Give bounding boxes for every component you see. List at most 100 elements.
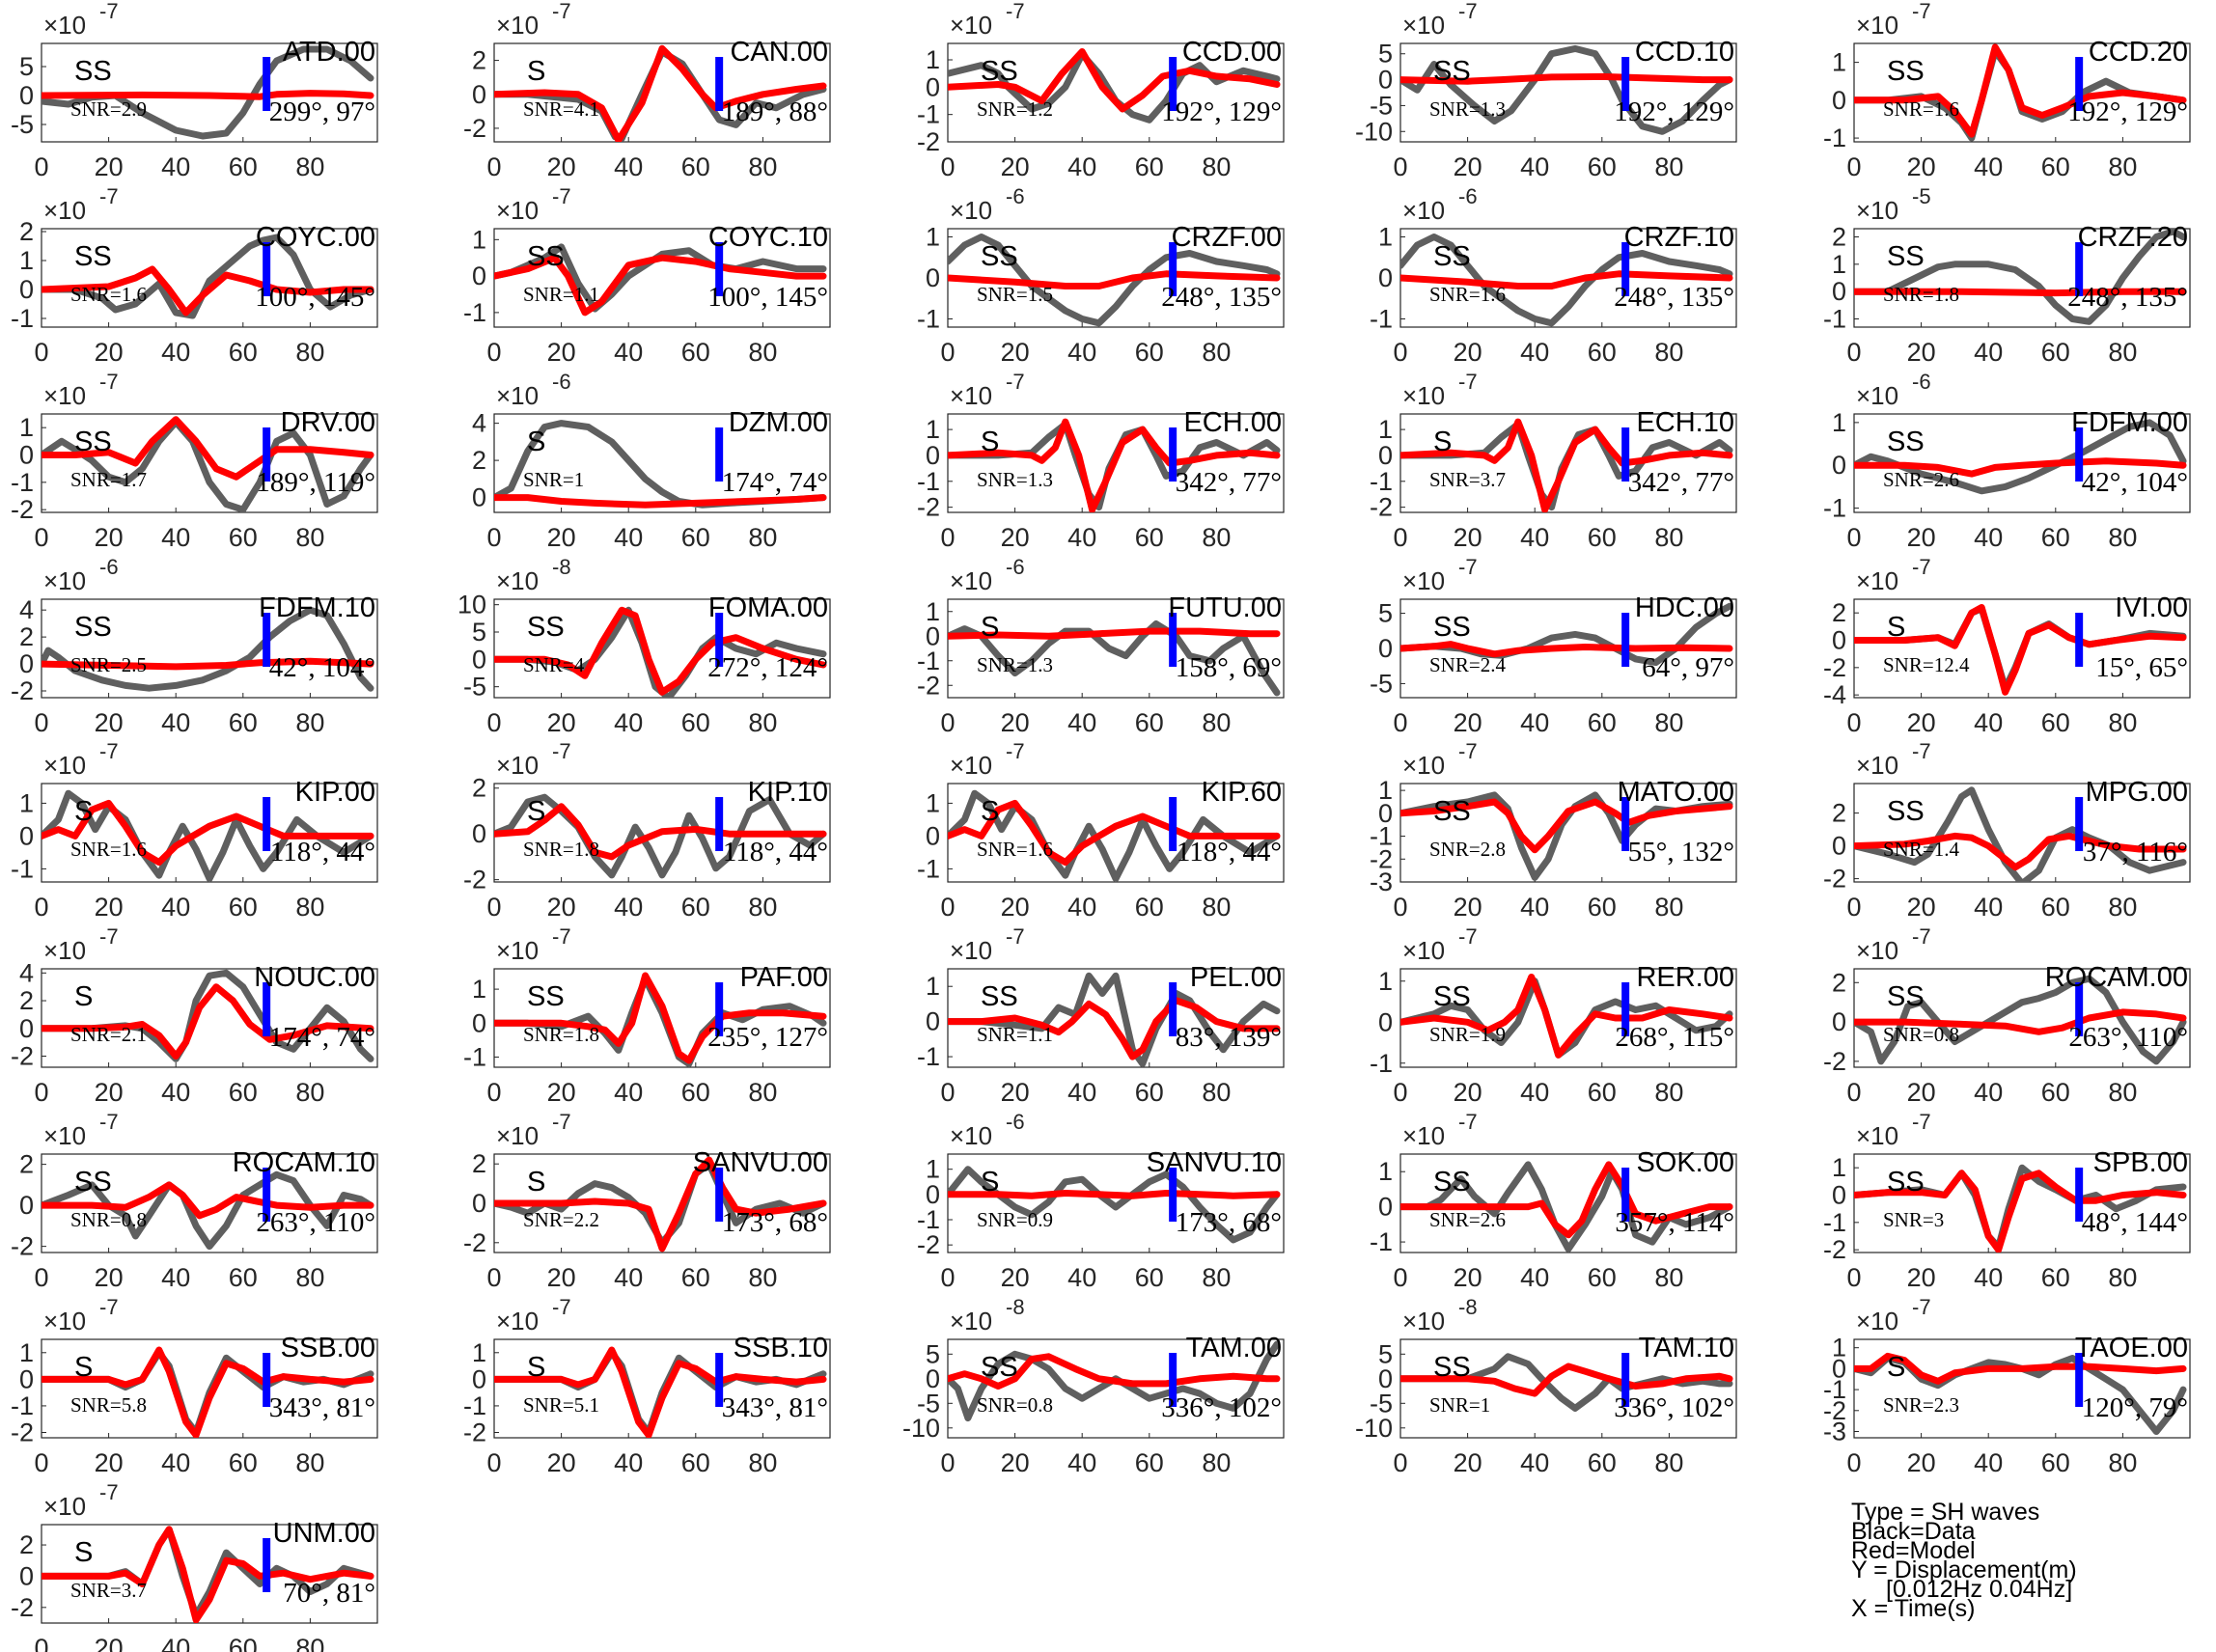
phase-label: SS xyxy=(981,1352,1018,1383)
y-tick-label: 5 xyxy=(19,52,34,81)
x-tick-label: 20 xyxy=(1454,708,1482,737)
x-tick-label: 0 xyxy=(940,152,955,181)
snr-label: SNR=3.7 xyxy=(70,1579,147,1602)
axes-box xyxy=(493,413,831,513)
axes-box xyxy=(947,413,1285,513)
x-tick-label: 40 xyxy=(1520,708,1549,737)
y-tick-label: 1 xyxy=(19,413,34,442)
y-tick-label: 0 xyxy=(19,1014,34,1043)
phase-label: S xyxy=(981,427,999,457)
data-trace xyxy=(948,620,1281,697)
x-tick-label: 80 xyxy=(295,1634,324,1652)
y-exponent-label: ×10 xyxy=(496,11,539,40)
y-tick-label: -2 xyxy=(1823,865,1846,894)
x-tick-label: 80 xyxy=(2108,152,2137,181)
azimuth-label: 15°, 65° xyxy=(2095,652,2188,683)
y-exponent-label: ×10 xyxy=(1402,11,1445,40)
x-tick-label: 80 xyxy=(1654,893,1683,922)
x-tick-label: 80 xyxy=(2108,708,2137,737)
phase-label: SS xyxy=(527,612,565,643)
x-tick-label: 20 xyxy=(547,1078,576,1107)
x-tick-label: 0 xyxy=(1393,338,1407,367)
phase-label: S xyxy=(527,1167,545,1198)
y-exponent-power: -7 xyxy=(99,184,119,208)
x-tick-label: 20 xyxy=(547,152,576,181)
y-tick-label: -1 xyxy=(917,1042,940,1071)
y-tick-label: 0 xyxy=(19,821,34,850)
snr-label: SNR=1.6 xyxy=(977,838,1053,861)
snr-label: SNR=1.8 xyxy=(523,838,599,861)
x-tick-label: 40 xyxy=(1520,1263,1549,1292)
y-tick-label: -3 xyxy=(1823,1417,1846,1446)
snr-label: SNR=1.8 xyxy=(1883,283,1959,306)
x-tick-label: 60 xyxy=(681,1263,710,1292)
y-exponent-label: ×10 xyxy=(43,11,86,40)
y-tick-label: -1 xyxy=(1370,1049,1393,1078)
axes-box xyxy=(1399,783,1737,883)
model-trace xyxy=(948,627,1281,640)
axes-box xyxy=(493,1338,831,1439)
y-tick-label: -5 xyxy=(1370,669,1393,698)
y-exponent-label: ×10 xyxy=(1402,1121,1445,1150)
x-tick-label: 20 xyxy=(95,1448,124,1477)
y-exponent-power: -7 xyxy=(99,1480,119,1504)
y-tick-label: -5 xyxy=(1370,91,1393,120)
azimuth-label: 64°, 97° xyxy=(1642,652,1734,683)
x-tick-label: 20 xyxy=(95,1634,124,1652)
y-tick-label: -1 xyxy=(1823,494,1846,523)
y-tick-label: 0 xyxy=(1832,1354,1846,1383)
x-tick-label: 80 xyxy=(1654,1263,1683,1292)
y-exponent-label: ×10 xyxy=(1856,1121,1898,1150)
snr-label: SNR=1.2 xyxy=(977,97,1053,121)
x-tick-label: 60 xyxy=(1588,1078,1617,1107)
phase-label: SS xyxy=(1433,981,1471,1012)
station-label: SSB.10 xyxy=(734,1333,828,1363)
y-tick-label: -2 xyxy=(11,676,34,705)
data-trace xyxy=(948,421,1281,511)
axes-box xyxy=(1399,413,1737,513)
station-label: PAF.00 xyxy=(740,962,828,993)
x-tick-label: 60 xyxy=(1588,523,1617,552)
x-tick-label: 80 xyxy=(1202,338,1231,367)
x-tick-label: 0 xyxy=(940,338,955,367)
y-tick-label: 0 xyxy=(19,649,34,678)
model-trace xyxy=(948,997,1281,1060)
x-tick-label: 40 xyxy=(1067,893,1096,922)
station-label: SANVU.10 xyxy=(1147,1147,1282,1178)
data-trace xyxy=(1400,44,1733,135)
phase-label: S xyxy=(981,1167,999,1198)
station-label: MPG.00 xyxy=(2086,777,2188,808)
data-trace xyxy=(1400,421,1733,511)
snr-label: SNR=1.6 xyxy=(1429,283,1506,306)
azimuth-label: 48°, 144° xyxy=(2082,1207,2188,1238)
x-tick-label: 60 xyxy=(229,893,258,922)
station-label: CCD.20 xyxy=(2089,37,2188,68)
y-tick-label: 0 xyxy=(19,81,34,110)
x-tick-label: 60 xyxy=(1135,152,1164,181)
y-exponent-label: ×10 xyxy=(1856,566,1898,595)
azimuth-label: 248°, 135° xyxy=(1614,282,1734,313)
x-tick-label: 0 xyxy=(1846,893,1861,922)
x-tick-label: 40 xyxy=(614,1263,643,1292)
y-exponent-label: ×10 xyxy=(43,1492,86,1521)
x-tick-label: 40 xyxy=(161,1263,190,1292)
phase-label: SS xyxy=(74,427,112,457)
axes-box xyxy=(493,598,831,699)
model-trace xyxy=(494,44,827,142)
x-tick-label: 0 xyxy=(34,523,48,552)
x-tick-label: 40 xyxy=(161,152,190,181)
x-tick-label: 60 xyxy=(2041,1078,2070,1107)
x-tick-label: 60 xyxy=(2041,1263,2070,1292)
x-tick-label: 40 xyxy=(1067,338,1096,367)
x-tick-label: 60 xyxy=(681,523,710,552)
phase-label: S xyxy=(527,56,545,87)
axes-box xyxy=(1399,42,1737,143)
x-tick-label: 60 xyxy=(229,338,258,367)
x-tick-label: 80 xyxy=(748,338,777,367)
